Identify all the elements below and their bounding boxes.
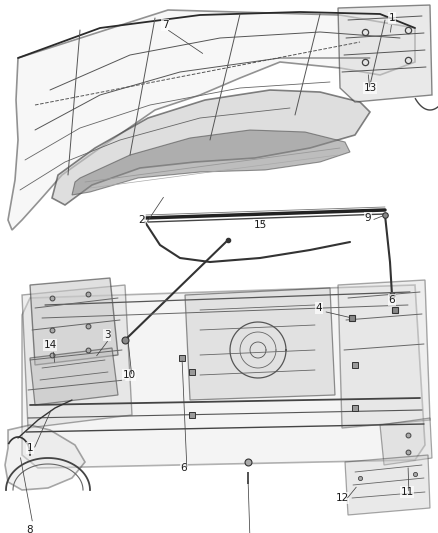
Text: 13: 13 xyxy=(364,83,377,93)
Polygon shape xyxy=(8,10,415,230)
Text: 11: 11 xyxy=(400,487,413,497)
Text: 1: 1 xyxy=(389,13,396,23)
Text: 10: 10 xyxy=(123,370,136,380)
Polygon shape xyxy=(345,455,430,515)
Polygon shape xyxy=(52,90,370,205)
Polygon shape xyxy=(5,425,85,490)
Polygon shape xyxy=(22,285,425,468)
Polygon shape xyxy=(380,418,432,465)
Text: 9: 9 xyxy=(365,213,371,223)
Text: 6: 6 xyxy=(181,463,187,473)
Polygon shape xyxy=(30,278,118,365)
Text: 3: 3 xyxy=(104,330,110,340)
Text: 4: 4 xyxy=(316,303,322,313)
Polygon shape xyxy=(338,5,432,102)
Text: 6: 6 xyxy=(389,295,396,305)
Polygon shape xyxy=(22,285,132,428)
Text: 1: 1 xyxy=(27,443,33,453)
Text: 14: 14 xyxy=(43,340,57,350)
Text: 8: 8 xyxy=(27,525,33,533)
Text: 15: 15 xyxy=(253,220,267,230)
Text: 2: 2 xyxy=(139,215,145,225)
Polygon shape xyxy=(72,130,350,195)
Polygon shape xyxy=(30,348,118,405)
Polygon shape xyxy=(338,280,430,428)
Text: 12: 12 xyxy=(336,493,349,503)
Text: 7: 7 xyxy=(162,20,168,30)
Polygon shape xyxy=(185,288,335,400)
